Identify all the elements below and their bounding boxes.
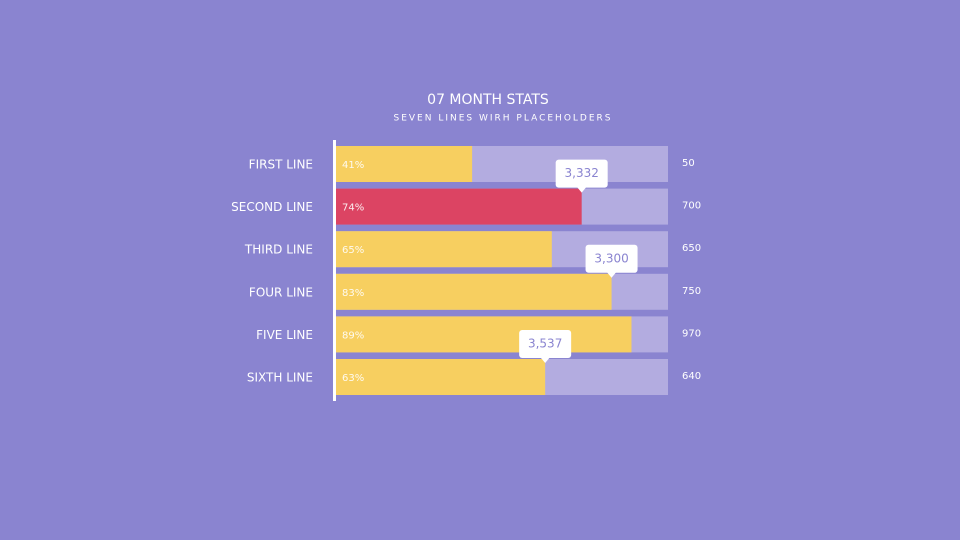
bar (336, 231, 552, 268)
bar (336, 188, 582, 225)
bar (336, 316, 632, 353)
side-value: 640 (682, 371, 701, 382)
callout-label: 3,332 (565, 166, 599, 180)
bar (336, 273, 612, 310)
side-value: 750 (682, 286, 701, 297)
side-value: 970 (682, 328, 701, 339)
side-value: 700 (682, 201, 701, 212)
value-label: 41% (342, 160, 364, 171)
value-label: 89% (342, 330, 364, 341)
value-label: 63% (342, 373, 364, 384)
category-label: FIRST LINE (249, 158, 313, 172)
callout-pointer (540, 357, 551, 363)
callout-box (519, 330, 572, 358)
category-label: FOUR LINE (249, 285, 313, 299)
callout-pointer (606, 271, 617, 278)
category-label: THIRD LINE (244, 243, 313, 257)
callout-box (585, 244, 638, 273)
callout-label: 3,537 (528, 337, 562, 351)
bar (336, 146, 473, 182)
category-label: FIVE LINE (256, 328, 313, 342)
value-label: 65% (342, 245, 364, 256)
value-label: 83% (342, 288, 364, 299)
bar (336, 359, 546, 395)
chart-title: 07 MONTH STATS (427, 92, 549, 108)
callout-label: 3,300 (594, 251, 628, 265)
value-label: 74% (342, 203, 364, 214)
side-value: 650 (682, 243, 701, 254)
category-label: SIXTH LINE (247, 371, 313, 385)
side-value: 50 (682, 158, 695, 169)
callout-box (555, 159, 608, 188)
chart-subtitle: SEVEN LINES WIRH PLACEHOLDERS (394, 114, 613, 124)
category-label: SECOND LINE (231, 200, 313, 214)
callout-pointer (576, 186, 587, 193)
